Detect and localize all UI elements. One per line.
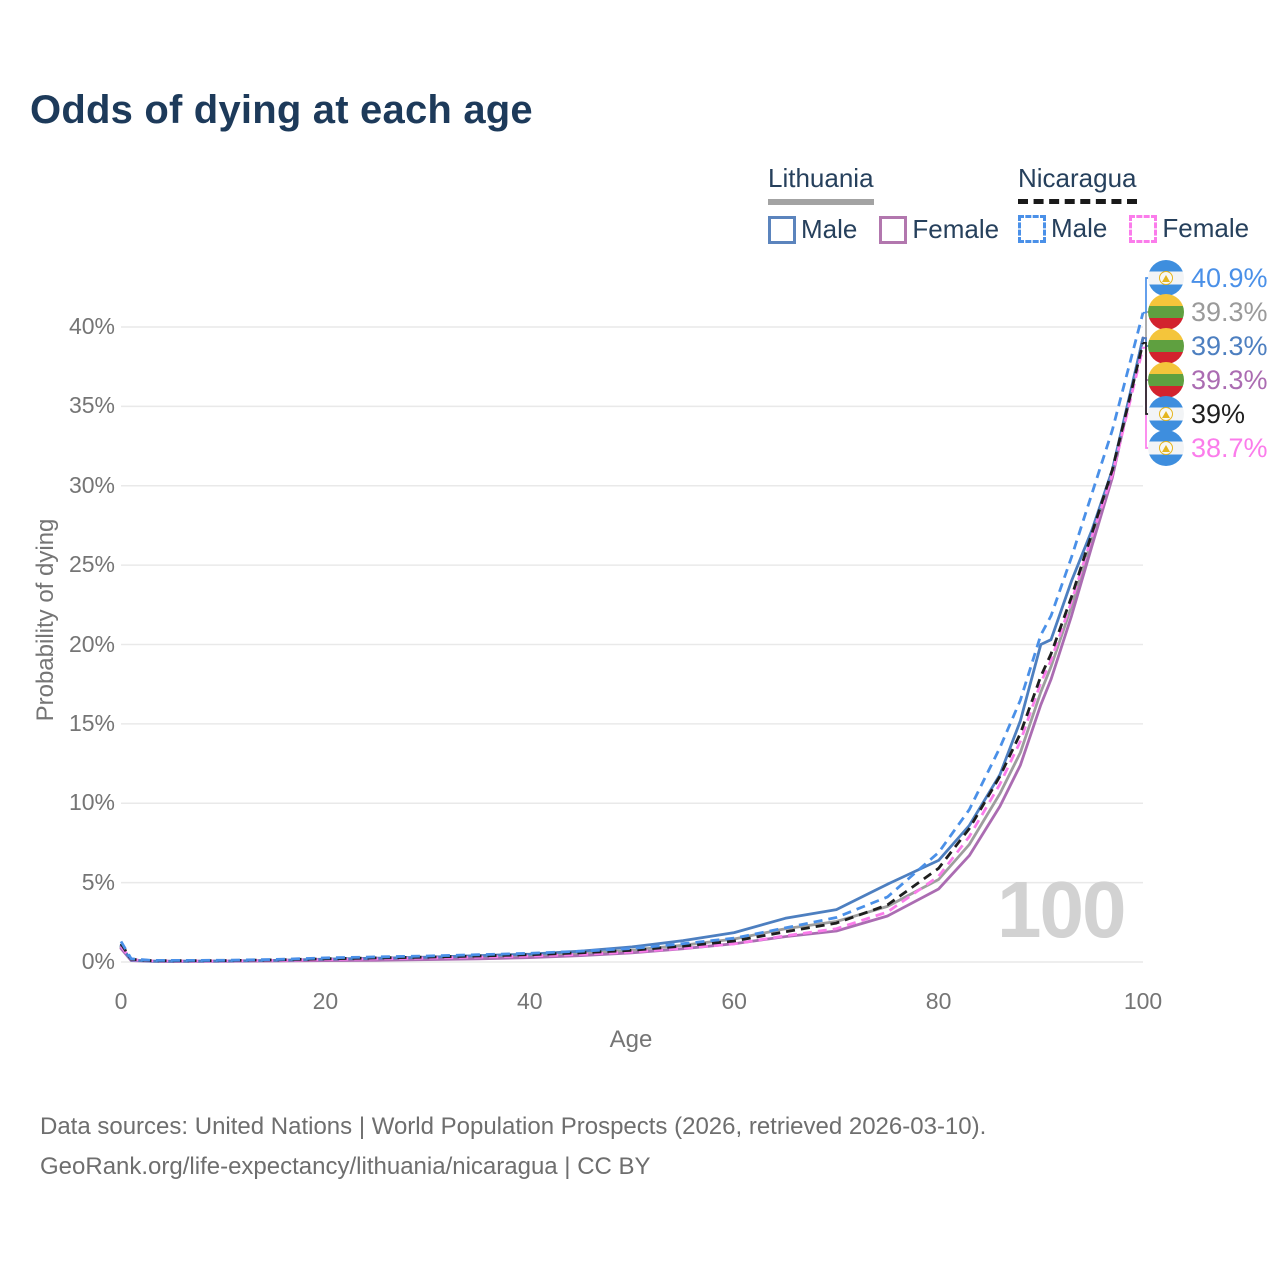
footer: Data sources: United Nations | World Pop… [40, 1107, 986, 1187]
emblem-triangle [1162, 410, 1170, 418]
series-line-lithuania[interactable] [119, 336, 1145, 963]
x-tick-label-40: 40 [517, 988, 543, 1014]
end-label-nicaragua-female: 38.7% [1148, 430, 1268, 466]
legend-item-nicaragua-male-label: Male [1051, 213, 1108, 243]
y-tick-label-10: 10% [68, 789, 115, 816]
legend-item-lithuania-female-label: Female [912, 214, 1000, 244]
legend-country-lithuania[interactable]: Lithuania [768, 163, 874, 205]
y-tick-label-30: 30% [68, 471, 115, 498]
x-tick-label-80: 80 [925, 988, 952, 1014]
nicaragua-emblem-icon [1159, 271, 1173, 285]
legend-items-lithuania: Male Female [768, 214, 999, 245]
series-line-nicaragua-male[interactable] [119, 312, 1145, 962]
legend-country-nicaragua-label: Nicaragua [1018, 163, 1137, 193]
y-tick-label-20: 20% [68, 630, 115, 657]
x-axis-title: Age [609, 1026, 653, 1053]
legend-item-nicaragua-male[interactable]: Male [1018, 213, 1107, 244]
footer-attribution: GeoRank.org/life-expectancy/lithuania/ni… [40, 1153, 651, 1180]
nicaragua-flag-icon [1148, 260, 1184, 296]
legend-group-nicaragua: Nicaragua Male Female [1018, 163, 1249, 244]
nicaragua-emblem-icon [1159, 407, 1173, 421]
age-watermark: 100 [997, 865, 1126, 954]
series-line-nicaragua[interactable] [119, 342, 1145, 963]
y-tick-label-5: 5% [81, 868, 115, 895]
lithuania-flag-icon [1148, 328, 1184, 364]
nicaragua-female-line-swatch-icon [1129, 214, 1158, 243]
series-line-lithuania-male[interactable] [119, 336, 1145, 963]
x-tick-label-60: 60 [721, 988, 747, 1014]
end-label-value: 38.7% [1191, 432, 1268, 463]
legend-item-lithuania-female[interactable]: Female [879, 214, 999, 245]
emblem-triangle [1162, 274, 1170, 282]
y-tick-label-15: 15% [68, 709, 115, 736]
x-tick-label-100: 100 [1123, 988, 1163, 1014]
legend-country-lithuania-label: Lithuania [768, 163, 874, 193]
emblem-triangle [1162, 444, 1170, 452]
x-tick-label-0: 0 [114, 988, 128, 1014]
y-tick-label-40: 40% [68, 313, 115, 339]
end-label-value: 39.3% [1191, 330, 1268, 361]
series-line-nicaragua-female[interactable] [119, 347, 1145, 963]
y-tick-label-25: 25% [68, 551, 115, 578]
end-label-lithuania: 39.3% [1148, 294, 1268, 330]
page-title: Odds of dying at each age [30, 88, 533, 132]
legend-item-lithuania-male[interactable]: Male [768, 214, 857, 245]
footer-data-sources: Data sources: United Nations | World Pop… [40, 1113, 987, 1140]
lithuania-female-line-swatch-icon [879, 215, 908, 244]
end-label-nicaragua: 39% [1148, 396, 1245, 432]
lithuania-flag-icon [1148, 362, 1184, 398]
y-tick-label-0: 0% [81, 948, 115, 974]
end-label-value: 39.3% [1191, 296, 1268, 327]
end-label-value: 39% [1191, 398, 1246, 429]
end-label-value: 39.3% [1191, 364, 1268, 395]
legend-group-lithuania: Lithuania Male Female [768, 163, 999, 245]
legend-item-nicaragua-female-label: Female [1162, 213, 1250, 243]
end-label-value: 40.9% [1191, 262, 1268, 293]
end-label-lithuania-female: 39.3% [1148, 362, 1268, 398]
legend-country-nicaragua[interactable]: Nicaragua [1018, 163, 1137, 204]
nicaragua-male-line-swatch-icon [1018, 214, 1046, 243]
lithuania-male-line-swatch-icon [768, 215, 796, 244]
legend-item-nicaragua-female[interactable]: Female [1129, 213, 1249, 244]
x-tick-label-20: 20 [312, 988, 339, 1014]
y-axis-title: Probability of dying [32, 518, 59, 722]
nicaragua-flag-icon [1148, 396, 1184, 432]
series-line-lithuania-female[interactable] [119, 336, 1145, 963]
y-tick-label-35: 35% [68, 392, 115, 419]
nicaragua-emblem-icon [1159, 441, 1173, 455]
end-label-nicaragua-male: 40.9% [1148, 260, 1268, 296]
lithuania-flag-icon [1148, 294, 1184, 330]
legend-items-nicaragua: Male Female [1018, 213, 1249, 244]
end-label-lithuania-male: 39.3% [1148, 328, 1268, 364]
nicaragua-flag-icon [1148, 430, 1184, 466]
legend-item-lithuania-male-label: Male [801, 214, 858, 244]
